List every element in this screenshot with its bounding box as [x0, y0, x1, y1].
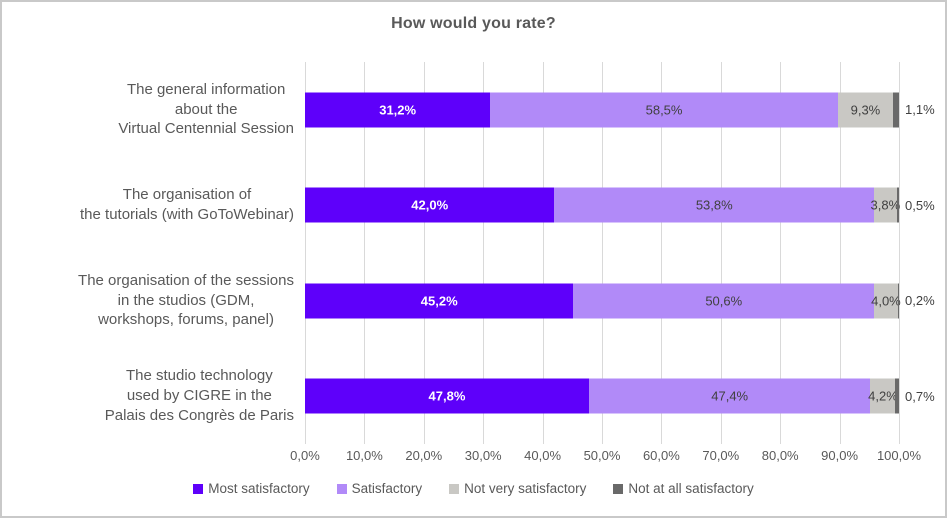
legend-item: Most satisfactory [193, 481, 310, 496]
data-label: 47,8% [428, 388, 466, 404]
data-label-outside: 0,5% [905, 197, 935, 213]
bar-segment [897, 283, 899, 318]
gridline [780, 62, 782, 444]
gridline [542, 62, 544, 444]
data-label-outside: 1,1% [905, 102, 935, 117]
bar-segment: 4,2% [868, 378, 898, 414]
x-tick-label: 10,0% [345, 448, 383, 463]
bar-segment: 53,8% [554, 187, 875, 223]
bar-segment: 47,4% [588, 378, 871, 414]
bar-segment: 42,0% [305, 187, 555, 223]
bar-row: 45,2% 50,6% 4,0% 0,2% [305, 253, 935, 348]
x-tick-label: 90,0% [821, 448, 859, 463]
bar-segment: 45,2% [305, 283, 574, 318]
gridline [661, 62, 663, 444]
data-label-outside: 0,7% [905, 388, 935, 404]
x-tick-label: 70,0% [702, 448, 740, 463]
legend-label: Not very satisfactory [464, 481, 587, 496]
category-label: The organisation of the tutorials (with … [80, 186, 294, 223]
gridline [899, 62, 900, 444]
x-tick-label: 100,0% [876, 448, 922, 463]
stacked-bar: 47,8% 47,4% 4,2% 0,7% [305, 378, 935, 414]
stacked-bar: 42,0% 53,8% 3,8% 0,5% [305, 187, 935, 223]
data-label-outside: 0,2% [905, 293, 935, 308]
stacked-bar: 45,2% 50,6% 4,0% 0,2% [305, 283, 935, 318]
bar-segment: 9,3% [837, 92, 894, 127]
bar-segment: 58,5% [490, 92, 838, 127]
legend: Most satisfactory Satisfactory Not very sa… [2, 481, 945, 496]
category-label: The studio technology used by CIGRE in t… [104, 367, 294, 424]
x-tick-label: 40,0% [524, 448, 562, 463]
data-label: 4,2% [868, 388, 898, 404]
bar-row: 47,8% 47,4% 4,2% 0,7% [305, 349, 935, 444]
bar-segment: 4,0% [871, 283, 901, 318]
x-tick-label: 50,0% [583, 448, 621, 463]
bar-row: 31,2% 58,5% 9,3% 1,1% [305, 62, 935, 157]
legend-swatch [613, 483, 624, 494]
gridline [839, 62, 841, 444]
legend-label: Not at all satisfactory [628, 481, 754, 496]
gridline [720, 62, 722, 444]
legend-swatch [336, 483, 347, 494]
legend-item: Not at all satisfactory [613, 481, 754, 496]
category-label: The general information about the Virtua… [118, 80, 294, 138]
legend-swatch [449, 483, 460, 494]
gridline [305, 62, 306, 444]
data-label: 45,2% [420, 293, 458, 308]
x-axis: 0,0% 10,0% 20,0% 30,0% 40,0% 50,0% 60,0% 70,0% 8… [290, 448, 921, 466]
legend-label: Satisfactory [351, 481, 423, 496]
bar-segment [895, 378, 899, 414]
chart-title: How would you rate? [391, 15, 556, 32]
category-label: The organisation of the sessions in the … [78, 271, 294, 329]
gridline [423, 62, 425, 444]
x-tick-label: 20,0% [405, 448, 443, 463]
gridline [364, 62, 366, 444]
data-label: 9,3% [850, 102, 881, 117]
bar-segment: 50,6% [573, 283, 875, 318]
x-tick-label: 80,0% [761, 448, 799, 463]
legend-item: Not very satisfactory [449, 481, 586, 496]
category-axis: The general information about the Virtua… [10, 62, 294, 442]
plot-area: 31,2% 58,5% 9,3% 1,1% 42,0% 53,8% 3,8% 0,5% 45,2… [305, 62, 935, 444]
x-tick-label: 30,0% [464, 448, 502, 463]
data-label: 53,8% [695, 197, 733, 213]
data-label: 3,8% [870, 197, 901, 213]
data-label: 4,0% [871, 293, 901, 308]
bar-row: 42,0% 53,8% 3,8% 0,5% [305, 158, 935, 253]
data-label: 42,0% [411, 197, 449, 213]
gridline [602, 62, 603, 444]
bar-segment: 31,2% [305, 92, 491, 127]
bar-segment [893, 92, 899, 127]
legend-swatch [193, 483, 204, 494]
stacked-bar: 31,2% 58,5% 9,3% 1,1% [305, 92, 935, 127]
bar-segment: 47,8% [305, 378, 589, 414]
x-tick-label: 60,0% [642, 448, 680, 463]
data-label: 31,2% [379, 102, 417, 117]
legend-item: Satisfactory [336, 481, 423, 496]
data-label: 47,4% [711, 388, 749, 404]
data-label: 58,5% [645, 102, 683, 117]
bar-segment: 3,8% [871, 187, 900, 223]
gridline [483, 62, 485, 444]
bar-segment [896, 187, 899, 223]
legend-label: Most satisfactory [208, 481, 310, 496]
data-label: 50,6% [705, 293, 743, 308]
x-tick-label: 0,0% [290, 448, 320, 463]
